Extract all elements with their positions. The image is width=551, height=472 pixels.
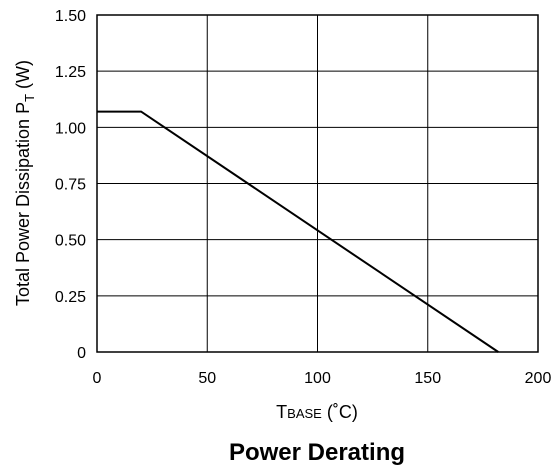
y-tick-label-4: 1.00	[55, 120, 86, 137]
x-tick-label-1: 50	[198, 370, 216, 387]
y-tick-label-1: 0.25	[55, 289, 86, 306]
y-axis-label-unit: (W)	[13, 60, 33, 94]
x-tick-label-2: 100	[304, 370, 331, 387]
grid-lines	[97, 15, 538, 352]
x-tick-label-3: 150	[414, 370, 441, 387]
x-axis-label: TBASE (˚C)	[276, 402, 358, 422]
y-tick-label-0: 0	[77, 345, 86, 362]
x-tick-label-0: 0	[93, 370, 102, 387]
y-axis-label-main: Total Power Dissipation P	[13, 102, 33, 306]
y-tick-labels: 0 0.25 0.50 0.75 1.00 1.25 1.50	[55, 8, 86, 362]
y-tick-label-3: 0.75	[55, 177, 86, 194]
x-axis-label-main: T	[276, 402, 287, 422]
x-tick-labels: 0 50 100 150 200	[93, 370, 551, 387]
derating-curve-line-0	[97, 110, 499, 353]
y-tick-label-6: 1.50	[55, 8, 86, 25]
x-tick-label-4: 200	[525, 370, 551, 387]
y-axis-label: Total Power Dissipation PT (W)	[13, 60, 37, 306]
y-axis-label-sub: T	[22, 94, 37, 102]
y-tick-label-2: 0.50	[55, 233, 86, 250]
x-axis-label-sub: BASE	[287, 406, 322, 421]
chart-title: Power Derating	[229, 439, 405, 466]
series-group	[97, 110, 499, 353]
x-axis-label-unit: (˚C)	[322, 402, 358, 422]
y-tick-label-5: 1.25	[55, 64, 86, 81]
plot-frame	[96, 14, 539, 353]
